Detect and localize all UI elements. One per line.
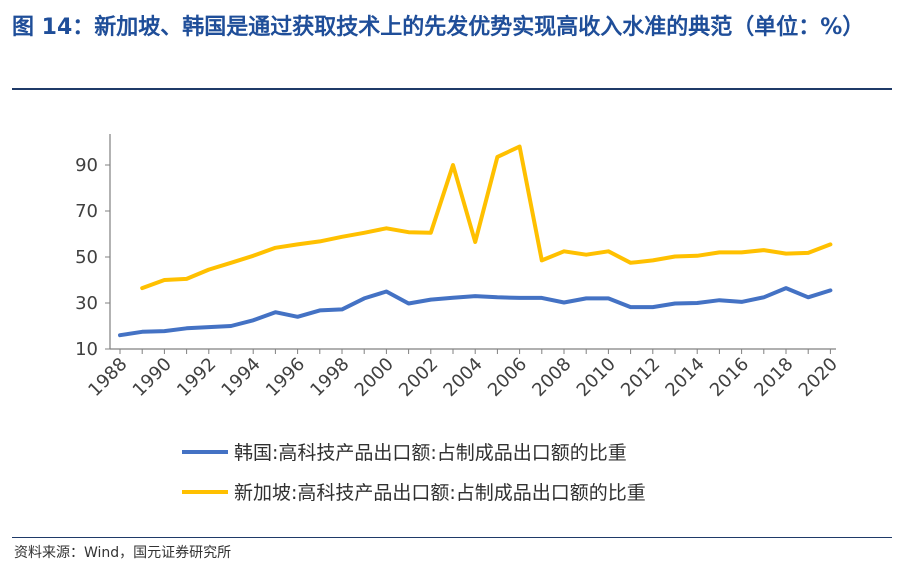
x-tick-label: 2004 xyxy=(439,354,486,401)
legend-label: 韩国:高科技产品出口额:占制成品出口额的比重 xyxy=(234,442,627,464)
x-tick-label: 2012 xyxy=(617,354,664,401)
chart-title: 图 14：新加坡、韩国是通过获取技术上的先发优势实现高收入水准的典范（单位：%） xyxy=(12,15,865,40)
footer-divider xyxy=(12,537,892,538)
y-tick-label: 10 xyxy=(75,339,98,360)
x-tick-label: 1998 xyxy=(306,354,353,401)
x-tick-label: 1996 xyxy=(262,354,309,401)
x-tick-label: 2002 xyxy=(395,354,442,401)
x-tick-label: 2006 xyxy=(484,354,531,401)
legend-label: 新加坡:高科技产品出口额:占制成品出口额的比重 xyxy=(234,482,646,504)
x-tick-label: 2008 xyxy=(528,354,575,401)
x-tick-label: 2014 xyxy=(661,354,708,401)
x-tick-label: 1988 xyxy=(84,354,131,401)
y-tick-label: 50 xyxy=(75,247,98,268)
y-axis-ticks: 10 30 50 70 90 xyxy=(75,155,110,360)
title-divider xyxy=(12,88,892,90)
series-line-0 xyxy=(118,286,833,338)
legend: 韩国:高科技产品出口额:占制成品出口额的比重新加坡:高科技产品出口额:占制成品出… xyxy=(182,442,646,504)
x-tick-label: 2010 xyxy=(573,354,620,401)
series-lines xyxy=(118,144,833,338)
y-tick-label: 70 xyxy=(75,201,98,222)
x-axis-ticks: 1988199019921994199619982000200220042006… xyxy=(84,349,842,401)
x-tick-label: 1992 xyxy=(173,354,220,401)
x-tick-label: 2020 xyxy=(795,354,842,401)
source-note: 资料来源：Wind，国元证券研究所 xyxy=(14,545,232,561)
series-line-1 xyxy=(140,144,833,291)
x-tick-label: 1994 xyxy=(217,354,264,401)
x-tick-label: 1990 xyxy=(129,354,176,401)
y-tick-label: 30 xyxy=(75,293,98,314)
x-tick-label: 2016 xyxy=(706,354,753,401)
x-tick-label: 2000 xyxy=(351,354,398,401)
y-tick-label: 90 xyxy=(75,155,98,176)
x-tick-label: 2018 xyxy=(750,354,797,401)
